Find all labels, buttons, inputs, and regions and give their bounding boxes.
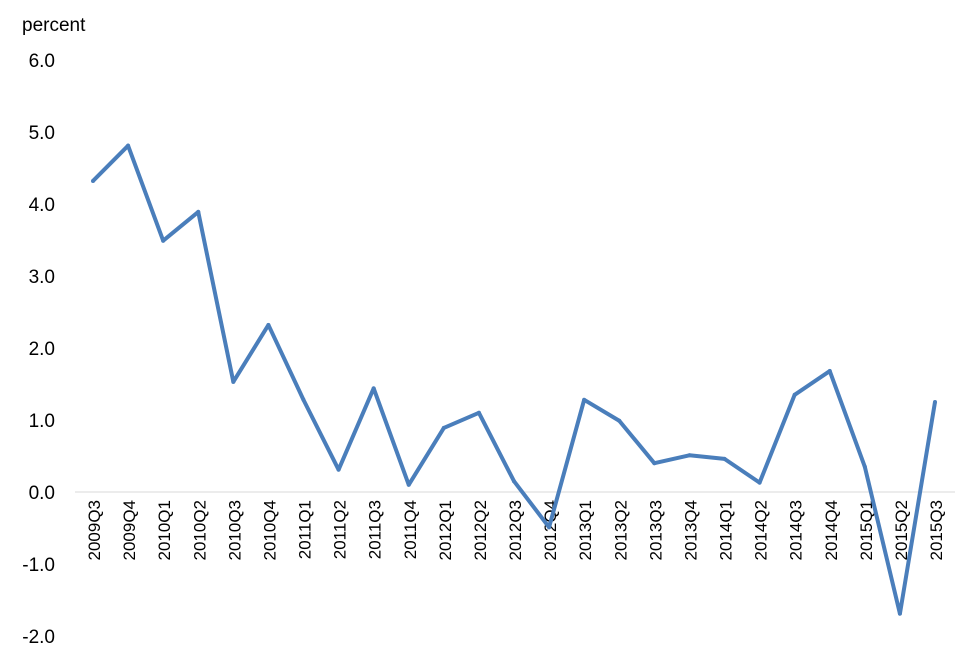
data-point bbox=[371, 386, 376, 391]
x-tick-label: 2011Q2 bbox=[331, 500, 350, 559]
data-point bbox=[126, 143, 131, 148]
y-axis-label: percent bbox=[22, 15, 86, 36]
data-point bbox=[897, 611, 902, 616]
data-point bbox=[161, 238, 166, 243]
x-tick-label: 2010Q4 bbox=[260, 500, 279, 561]
x-tick-label: 2012Q3 bbox=[506, 500, 525, 561]
data-point bbox=[336, 467, 341, 472]
x-tick-label: 2009Q3 bbox=[85, 500, 104, 561]
x-tick-label: 2010Q1 bbox=[155, 500, 174, 561]
data-point bbox=[301, 397, 306, 402]
y-tick-label: 0.0 bbox=[29, 483, 55, 504]
x-tick-label: 2012Q4 bbox=[541, 500, 560, 561]
x-tick-label: 2014Q2 bbox=[752, 500, 771, 561]
y-tick-label: 5.0 bbox=[29, 123, 55, 144]
x-tick-label: 2013Q1 bbox=[576, 500, 595, 561]
x-tick-label: 2014Q3 bbox=[787, 500, 806, 561]
y-tick-label: -1.0 bbox=[22, 555, 55, 576]
x-tick-label: 2013Q2 bbox=[611, 500, 630, 561]
x-tick-label: 2011Q1 bbox=[296, 500, 315, 559]
x-tick-label: 2011Q4 bbox=[401, 500, 420, 559]
x-tick-label: 2011Q3 bbox=[366, 500, 385, 559]
x-tick-label: 2015Q3 bbox=[927, 500, 946, 561]
data-point bbox=[196, 209, 201, 214]
x-tick-label: 2015Q2 bbox=[892, 500, 911, 561]
data-point bbox=[582, 397, 587, 402]
data-point bbox=[827, 369, 832, 374]
data-point bbox=[476, 410, 481, 415]
x-tick-label: 2012Q2 bbox=[471, 500, 490, 561]
y-tick-label: -2.0 bbox=[22, 627, 55, 648]
data-point bbox=[792, 392, 797, 397]
y-tick-label: 4.0 bbox=[29, 195, 55, 216]
y-tick-label: 1.0 bbox=[29, 411, 55, 432]
data-point bbox=[722, 456, 727, 461]
data-point bbox=[687, 453, 692, 458]
data-point bbox=[547, 525, 552, 530]
data-point bbox=[617, 418, 622, 423]
x-tick-label: 2013Q4 bbox=[681, 500, 700, 561]
data-point bbox=[652, 461, 657, 466]
x-tick-label: 2014Q1 bbox=[717, 500, 736, 561]
y-tick-label: 2.0 bbox=[29, 339, 55, 360]
x-tick-label: 2013Q3 bbox=[646, 500, 665, 561]
data-point bbox=[512, 479, 516, 484]
data-point bbox=[862, 464, 867, 469]
data-point bbox=[406, 482, 411, 487]
x-tick-label: 2010Q2 bbox=[190, 500, 209, 561]
x-tick-label: 2014Q4 bbox=[822, 500, 841, 561]
x-tick-label: 2012Q1 bbox=[436, 500, 455, 561]
data-point bbox=[441, 425, 446, 430]
data-point bbox=[757, 480, 762, 485]
data-point bbox=[933, 400, 937, 404]
x-tick-label: 2009Q4 bbox=[120, 500, 139, 561]
data-point bbox=[266, 322, 271, 327]
y-tick-label: 3.0 bbox=[29, 267, 55, 288]
x-tick-label: 2015Q1 bbox=[857, 500, 876, 561]
x-tick-label: 2010Q3 bbox=[225, 500, 244, 561]
data-point bbox=[231, 379, 236, 384]
y-tick-label: 6.0 bbox=[29, 51, 55, 72]
data-point bbox=[91, 178, 95, 183]
